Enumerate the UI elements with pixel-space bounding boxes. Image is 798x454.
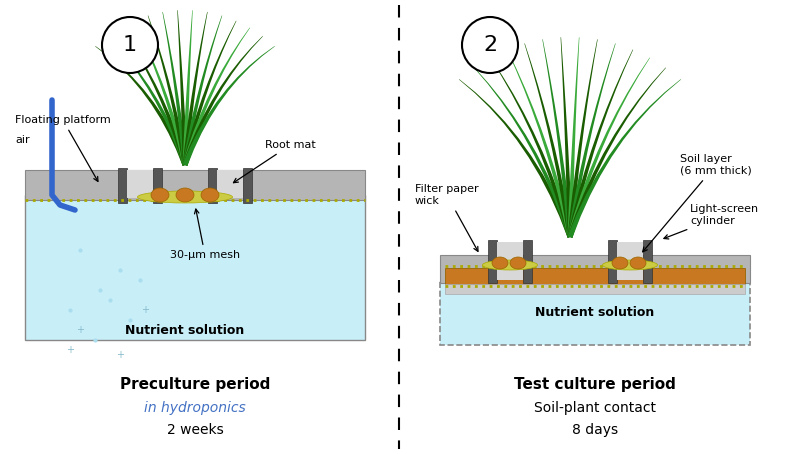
Polygon shape <box>107 36 188 166</box>
Polygon shape <box>183 15 223 165</box>
Circle shape <box>102 17 158 73</box>
Polygon shape <box>162 12 188 165</box>
Bar <box>440 255 750 283</box>
Ellipse shape <box>602 260 658 270</box>
Polygon shape <box>183 10 193 165</box>
Polygon shape <box>567 39 598 237</box>
Polygon shape <box>567 58 650 237</box>
Polygon shape <box>120 28 188 166</box>
Bar <box>25 195 365 340</box>
Text: Nutrient solution: Nutrient solution <box>125 324 245 336</box>
Bar <box>25 170 365 200</box>
Bar <box>153 168 162 203</box>
Text: Light-screen
cylinder: Light-screen cylinder <box>664 204 759 239</box>
Polygon shape <box>567 37 579 237</box>
Text: Test culture period: Test culture period <box>514 377 676 393</box>
Polygon shape <box>459 79 572 238</box>
Polygon shape <box>567 68 666 238</box>
Bar <box>617 242 643 280</box>
Polygon shape <box>183 21 236 166</box>
Ellipse shape <box>176 188 194 202</box>
Polygon shape <box>133 21 188 166</box>
Bar <box>488 240 497 283</box>
Text: 30-μm mesh: 30-μm mesh <box>170 209 240 260</box>
Text: Preculture period: Preculture period <box>120 377 271 393</box>
Polygon shape <box>490 58 572 237</box>
Text: Filter paper
wick: Filter paper wick <box>415 184 479 252</box>
Text: air: air <box>15 135 30 145</box>
Bar <box>445 284 745 294</box>
Polygon shape <box>543 39 572 237</box>
Polygon shape <box>567 44 616 237</box>
Polygon shape <box>567 49 633 237</box>
Polygon shape <box>183 12 207 165</box>
Polygon shape <box>507 49 572 237</box>
Bar <box>445 268 745 284</box>
Polygon shape <box>524 44 572 237</box>
Text: 2 weeks: 2 weeks <box>167 423 223 437</box>
Ellipse shape <box>483 260 538 270</box>
Bar <box>440 280 750 345</box>
Polygon shape <box>183 46 275 166</box>
Text: +: + <box>116 350 124 360</box>
Text: in hydroponics: in hydroponics <box>144 401 246 415</box>
Text: Soil layer
(6 mm thick): Soil layer (6 mm thick) <box>642 154 752 252</box>
Bar <box>497 242 523 280</box>
Text: Floating platform: Floating platform <box>15 115 111 182</box>
Ellipse shape <box>510 257 526 269</box>
Polygon shape <box>474 68 572 238</box>
Polygon shape <box>183 36 263 166</box>
Text: +: + <box>66 345 74 355</box>
Ellipse shape <box>612 257 628 269</box>
Ellipse shape <box>630 257 646 269</box>
Bar <box>608 240 617 283</box>
Polygon shape <box>148 15 188 165</box>
Bar <box>243 168 252 203</box>
Text: Root mat: Root mat <box>234 140 316 183</box>
Bar <box>217 170 243 198</box>
Text: Nutrient solution: Nutrient solution <box>535 306 654 319</box>
Polygon shape <box>177 10 188 165</box>
Ellipse shape <box>201 188 219 202</box>
Ellipse shape <box>151 188 169 202</box>
Text: Soil-plant contact: Soil-plant contact <box>534 401 656 415</box>
Polygon shape <box>560 37 572 237</box>
Text: +: + <box>141 305 149 315</box>
Ellipse shape <box>137 191 232 203</box>
Polygon shape <box>567 79 681 238</box>
Text: +: + <box>76 325 84 335</box>
Bar <box>523 240 532 283</box>
Polygon shape <box>95 46 188 166</box>
Text: 2: 2 <box>483 35 497 55</box>
Ellipse shape <box>492 257 508 269</box>
Circle shape <box>462 17 518 73</box>
Text: 8 days: 8 days <box>572 423 618 437</box>
Text: 1: 1 <box>123 35 137 55</box>
Bar <box>643 240 652 283</box>
Bar <box>118 168 127 203</box>
Polygon shape <box>183 28 250 166</box>
Bar <box>208 168 217 203</box>
Bar <box>127 170 153 198</box>
